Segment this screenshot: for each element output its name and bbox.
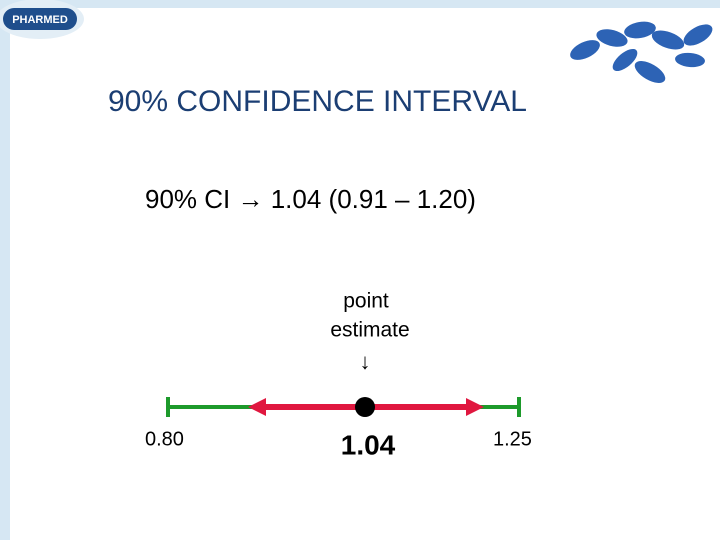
pill <box>612 48 638 72</box>
pointer-label: point <box>343 290 389 313</box>
pill <box>570 40 600 60</box>
ci-summary: 90% CI → 1.04 (0.91 – 1.20) <box>145 184 476 214</box>
point-estimate-label: 1.04 <box>341 429 396 460</box>
pointer-arrow: ↓ <box>360 349 371 374</box>
pill <box>675 52 705 68</box>
logo-text: PHARMED <box>12 14 68 26</box>
arrow-head <box>248 398 266 416</box>
pill <box>624 21 656 39</box>
arrow-head <box>466 398 484 416</box>
point-estimate-dot <box>355 397 375 417</box>
slide-title: 90% CONFIDENCE INTERVAL <box>108 85 527 118</box>
pill <box>683 24 713 46</box>
pointer-label: estimate <box>330 319 409 342</box>
logo-badge <box>3 8 77 30</box>
pills-decoration <box>570 21 713 83</box>
upper-limit-label: 1.25 <box>493 428 532 450</box>
pill <box>651 30 685 50</box>
interval-diagram <box>166 397 521 417</box>
logo: PHARMED <box>0 0 84 39</box>
pill <box>634 61 666 83</box>
lower-limit-label: 0.80 <box>145 428 184 450</box>
left-band <box>0 0 10 540</box>
top-band <box>0 0 720 8</box>
pill <box>596 29 628 47</box>
